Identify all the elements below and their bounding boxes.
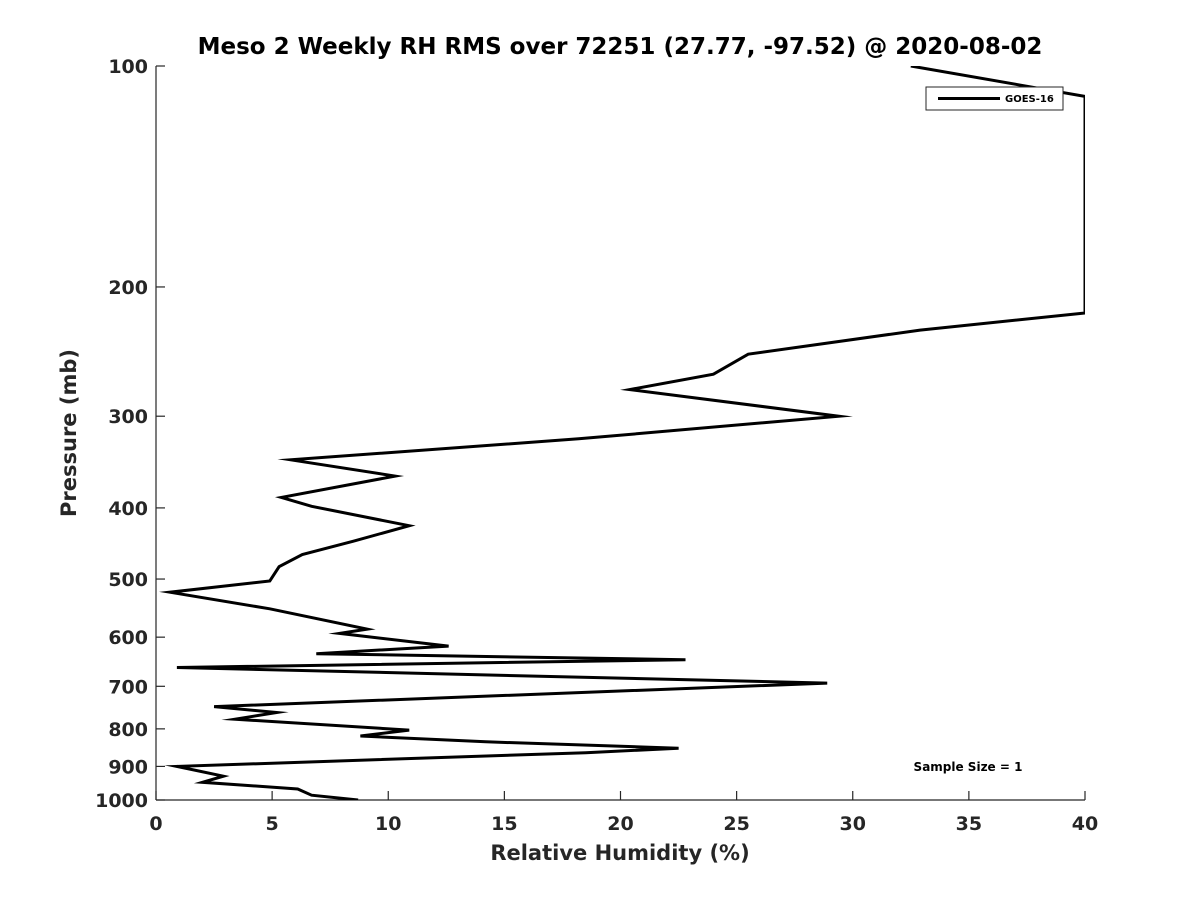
y-axis-ticks: 100 200 300 400 500 600 700 800 900 1000 bbox=[95, 56, 165, 812]
x-tick-label: 20 bbox=[607, 813, 633, 835]
x-tick-label: 0 bbox=[149, 813, 162, 835]
x-tick-label: 25 bbox=[723, 813, 749, 835]
chart-title: Meso 2 Weekly RH RMS over 72251 (27.77, … bbox=[198, 34, 1043, 60]
x-tick-label: 15 bbox=[491, 813, 517, 835]
legend-entry-goes-16: GOES-16 bbox=[1005, 94, 1054, 105]
sample-size-annotation: Sample Size = 1 bbox=[914, 760, 1023, 774]
y-tick-label: 200 bbox=[108, 277, 148, 299]
x-axis-ticks: 0 5 10 15 20 25 30 35 40 bbox=[149, 791, 1098, 835]
goes-16-series-line bbox=[159, 66, 1085, 800]
y-axis-label: Pressure (mb) bbox=[57, 349, 81, 517]
y-tick-label: 100 bbox=[108, 56, 148, 78]
y-tick-label: 400 bbox=[108, 498, 148, 520]
legend: GOES-16 bbox=[925, 86, 1064, 111]
x-tick-label: 35 bbox=[956, 813, 982, 835]
x-tick-label: 10 bbox=[375, 813, 401, 835]
y-tick-label: 500 bbox=[108, 569, 148, 591]
y-tick-label: 800 bbox=[108, 719, 148, 741]
y-tick-label: 700 bbox=[108, 676, 148, 698]
y-tick-label: 300 bbox=[108, 406, 148, 428]
x-tick-label: 40 bbox=[1072, 813, 1098, 835]
x-axis-label: Relative Humidity (%) bbox=[490, 841, 749, 865]
y-tick-label: 900 bbox=[108, 756, 148, 778]
y-tick-label: 1000 bbox=[95, 790, 148, 812]
x-tick-label: 5 bbox=[266, 813, 279, 835]
y-tick-label: 600 bbox=[108, 627, 148, 649]
x-tick-label: 30 bbox=[840, 813, 866, 835]
